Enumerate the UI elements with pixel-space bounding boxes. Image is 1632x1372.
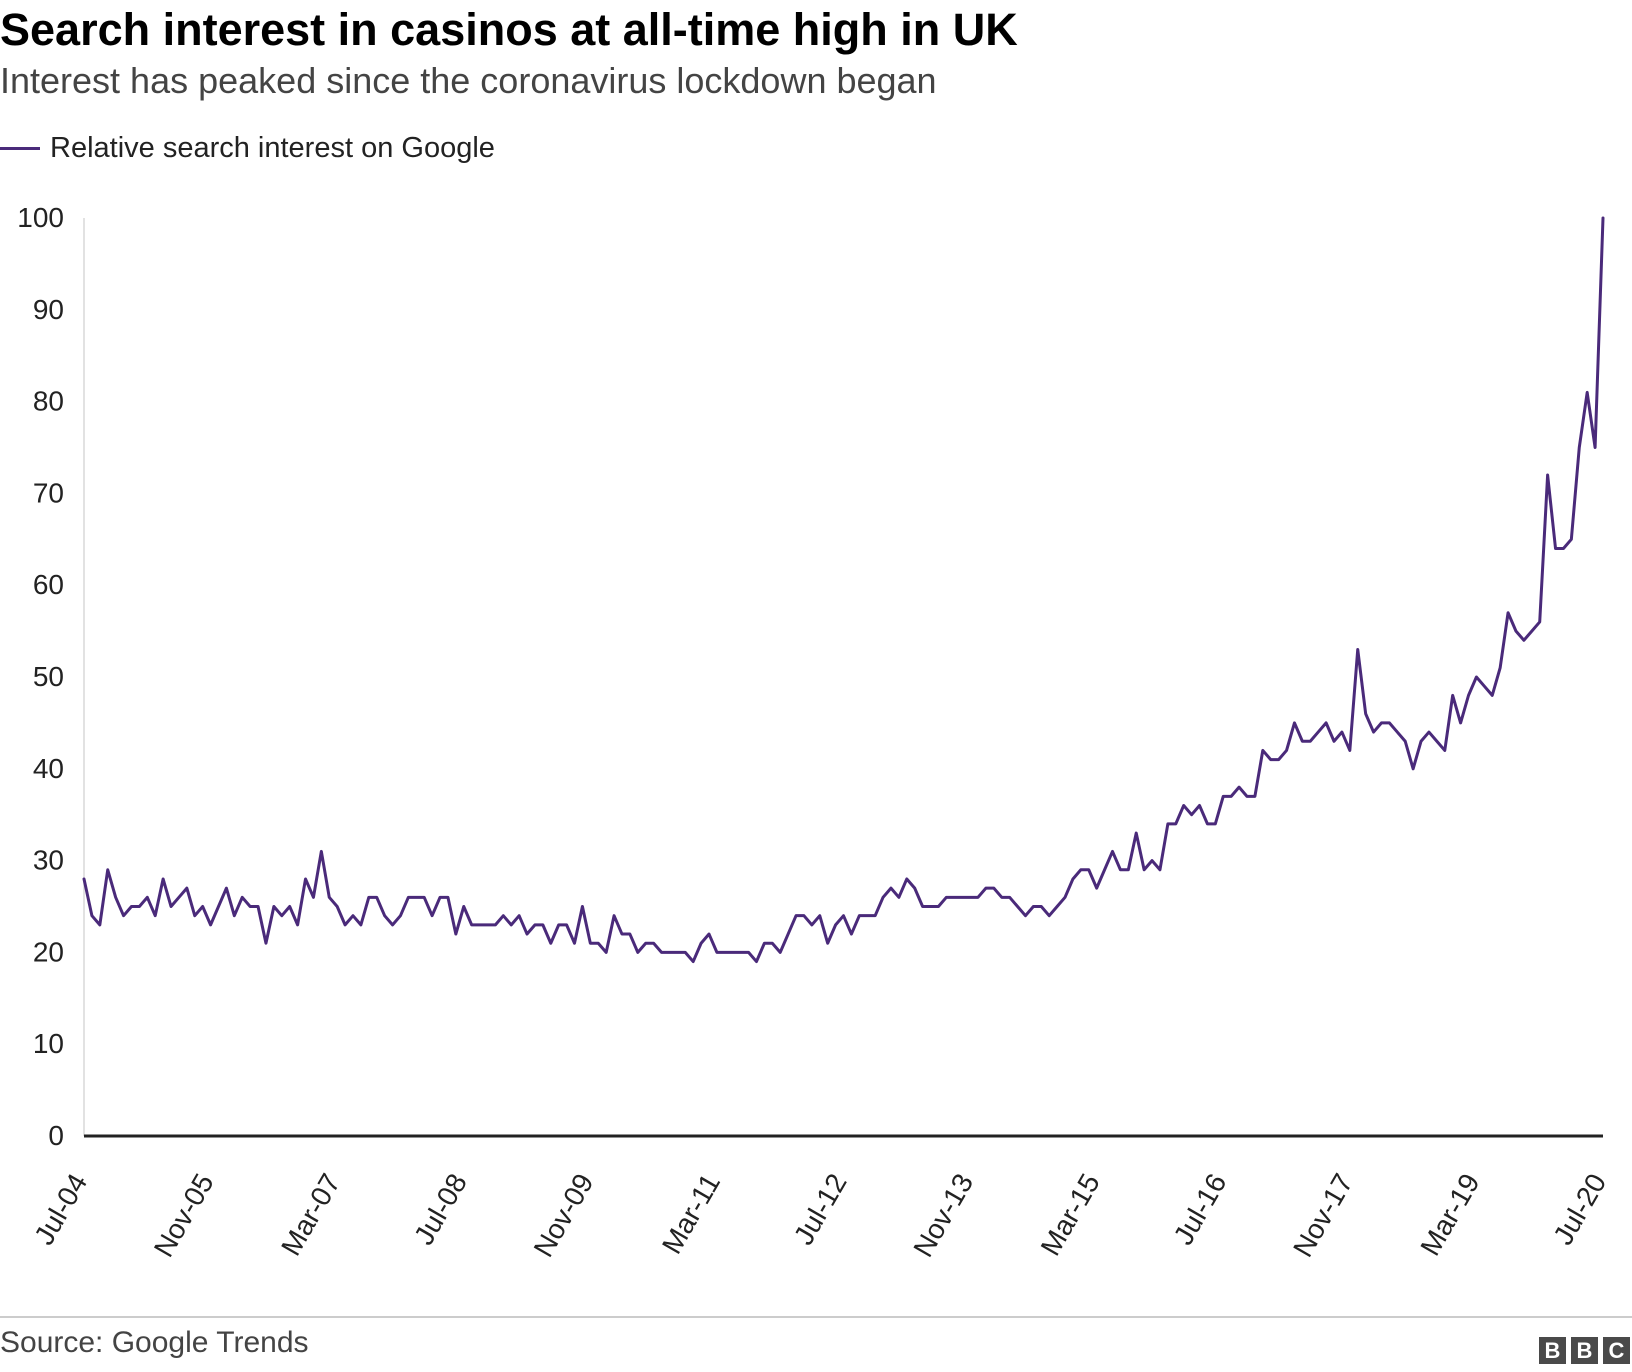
y-tick-label: 80 <box>33 386 64 417</box>
x-tick-label: Mar-07 <box>275 1168 346 1260</box>
x-tick-label: Jul-16 <box>1167 1168 1232 1250</box>
x-tick-label: Jul-08 <box>408 1168 473 1250</box>
y-tick-label: 20 <box>33 936 64 967</box>
y-tick-label: 0 <box>48 1120 64 1151</box>
bbc-logo-letter: B <box>1571 1337 1598 1364</box>
y-tick-label: 50 <box>33 661 64 692</box>
bbc-logo-letter: C <box>1603 1337 1630 1364</box>
y-tick-label: 40 <box>33 753 64 784</box>
x-tick-label: Nov-13 <box>907 1168 979 1260</box>
series-line <box>82 216 1605 964</box>
bbc-logo-letter: B <box>1539 1337 1566 1364</box>
legend-label: Relative search interest on Google <box>50 132 495 164</box>
y-tick-label: 100 <box>17 202 64 233</box>
x-tick-label: Mar-11 <box>656 1168 726 1259</box>
x-tick-label: Nov-17 <box>1287 1168 1359 1260</box>
bbc-logo: B B C <box>1539 1337 1630 1364</box>
footer-divider <box>0 1316 1632 1318</box>
y-tick-label: 10 <box>33 1028 64 1059</box>
x-tick-label: Nov-09 <box>528 1168 600 1260</box>
legend-swatch <box>0 147 40 150</box>
x-tick-label: Mar-19 <box>1414 1168 1485 1260</box>
x-tick-label: Nov-05 <box>148 1168 220 1260</box>
y-tick-label: 90 <box>33 294 64 325</box>
y-tick-label: 60 <box>33 569 64 600</box>
line-chart: 0 10 20 30 40 50 60 70 80 90 100 Jul-04 Nov-05 Mar-07… <box>17 202 1612 1260</box>
x-tick-label: Mar-15 <box>1035 1168 1106 1260</box>
x-tick-label: Jul-12 <box>788 1168 853 1250</box>
legend: Relative search interest on Google <box>0 132 495 165</box>
chart-subtitle: Interest has peaked since the coronaviru… <box>0 60 937 101</box>
x-tick-label: Jul-04 <box>28 1168 93 1250</box>
source-note: Source: Google Trends <box>0 1326 309 1359</box>
y-tick-label: 30 <box>33 845 64 876</box>
chart-title: Search interest in casinos at all-time h… <box>0 4 1018 55</box>
x-tick-label: Jul-20 <box>1547 1168 1612 1250</box>
y-tick-label: 70 <box>33 477 64 508</box>
